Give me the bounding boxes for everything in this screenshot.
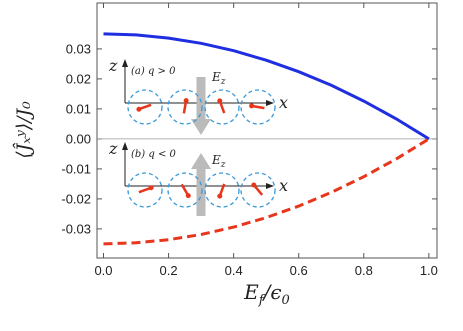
inset-circle — [127, 172, 163, 208]
series-line — [103, 32, 430, 141]
inset-circle — [204, 172, 240, 208]
inset-circle — [204, 89, 240, 125]
inset-circle — [167, 172, 203, 208]
series-line — [103, 137, 430, 246]
inset-circle — [167, 89, 203, 125]
x-axis-label-part: E — [243, 280, 259, 304]
x-axis-label-part: /ϵ — [262, 280, 282, 304]
spin-tip — [217, 193, 223, 199]
plot-frame — [96, 2, 438, 259]
field-label: Ez — [211, 70, 226, 87]
spin-tip — [148, 185, 154, 191]
x-axis-label-part: 0 — [282, 293, 290, 308]
inset-circle — [127, 89, 163, 125]
x-axis-label-part: f — [258, 293, 266, 308]
y-tick-label: 0.01 — [66, 101, 91, 116]
field-label-part: E — [211, 70, 221, 84]
inset-arrowhead — [266, 100, 274, 106]
inset-arrowhead — [122, 142, 128, 150]
inset-label: (b) q < 0 — [131, 149, 177, 160]
x-tick-label: 0.0 — [94, 263, 112, 278]
y-tick-label: 0.00 — [66, 131, 91, 146]
field-label-part: z — [220, 77, 226, 87]
inset-label: (a) q > 0 — [131, 66, 176, 77]
inset-axis-label: z — [108, 139, 118, 158]
x-tick-label: 1.0 — [420, 263, 438, 278]
x-tick-label: 0.8 — [355, 263, 373, 278]
spin-tip — [249, 103, 255, 109]
x-axis-label: Ef/ϵ0 — [243, 280, 290, 308]
field-label: Ez — [211, 153, 226, 170]
y-tick-label: -0.03 — [61, 221, 91, 236]
inset-axis-label: z — [108, 56, 118, 75]
x-tick-label: 0.2 — [160, 263, 178, 278]
y-tick-label: 0.02 — [66, 71, 91, 86]
inset-axis-label: x — [279, 93, 288, 112]
y-tick-label: 0.03 — [66, 41, 91, 56]
field-arrowhead — [191, 119, 211, 135]
x-tick-label: 0.4 — [225, 263, 243, 278]
spin-tip — [251, 182, 257, 188]
x-tick-label: 0.6 — [290, 263, 308, 278]
inset-arrowhead — [266, 183, 274, 189]
y-tick-label: -0.02 — [61, 191, 91, 206]
inset-circle — [240, 172, 276, 208]
y-axis-label: ⟨Ĵₓʸ⟩/J₀ — [12, 101, 35, 159]
spin-tip — [136, 106, 142, 112]
inset-circle — [240, 89, 276, 125]
spin-tip — [183, 98, 189, 104]
field-arrowhead — [191, 153, 211, 169]
inset-axis-label: x — [279, 176, 288, 195]
spin-tip — [217, 98, 223, 104]
inset-arrowhead — [122, 59, 128, 67]
field-label-part: E — [211, 153, 221, 167]
field-label-part: z — [220, 160, 226, 170]
spin-tip — [185, 193, 191, 199]
y-tick-label: -0.01 — [61, 161, 91, 176]
